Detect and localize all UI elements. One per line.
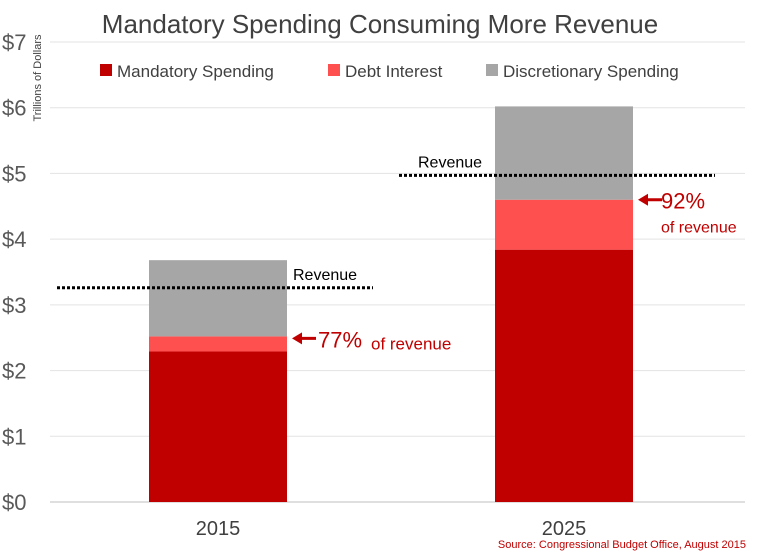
legend-swatch [486, 64, 498, 76]
revenue-lines: Revenue Revenue [57, 154, 715, 290]
legend-swatch [328, 64, 340, 76]
legend-label: Mandatory Spending [117, 62, 274, 81]
bar-mandatory-spending-2025 [495, 249, 633, 502]
arrow-icon [292, 332, 302, 345]
legend-label: Discretionary Spending [503, 62, 679, 81]
percent-label: 77% [318, 327, 362, 352]
legend-swatch [100, 64, 112, 76]
revenue-label: Revenue [293, 267, 357, 284]
x-tick-label: 2015 [196, 518, 241, 540]
annotations: 77% of revenue 92% of revenue [292, 189, 737, 353]
bar-debt-interest-2025 [495, 199, 633, 250]
arrow-icon [638, 193, 648, 206]
x-tick-label: 2025 [542, 518, 587, 540]
legend-label: Debt Interest [345, 62, 443, 81]
bars [149, 106, 633, 502]
bar-discretionary-spending-2015 [149, 260, 287, 337]
annotation-text: of revenue [371, 334, 451, 353]
revenue-label: Revenue [418, 154, 482, 171]
y-tick-label: $1 [2, 424, 26, 449]
y-tick-label: $2 [2, 359, 26, 384]
annotation-text: of revenue [661, 220, 737, 237]
y-tick-label: $3 [2, 293, 26, 318]
percent-label: 92% [661, 189, 705, 214]
y-axis-ticks: $0 $1 $2 $3 $4 $5 $6 $7 [2, 30, 26, 515]
y-tick-label: $0 [2, 490, 26, 515]
y-axis-label: Trillions of Dollars [32, 34, 44, 122]
chart-title: Mandatory Spending Consuming More Revenu… [102, 9, 658, 39]
bar-discretionary-spending-2025 [495, 106, 633, 200]
y-tick-label: $5 [2, 161, 26, 186]
y-tick-label: $4 [2, 227, 26, 252]
y-tick-label: $7 [2, 30, 26, 55]
y-tick-label: $6 [2, 96, 26, 121]
bar-mandatory-spending-2015 [149, 351, 287, 502]
bar-debt-interest-2015 [149, 336, 287, 352]
source-note: Source: Congressional Budget Office, Aug… [498, 539, 746, 551]
x-axis-ticks: 2015 2025 [196, 518, 587, 540]
legend: Mandatory Spending Debt Interest Discretio… [100, 62, 679, 81]
